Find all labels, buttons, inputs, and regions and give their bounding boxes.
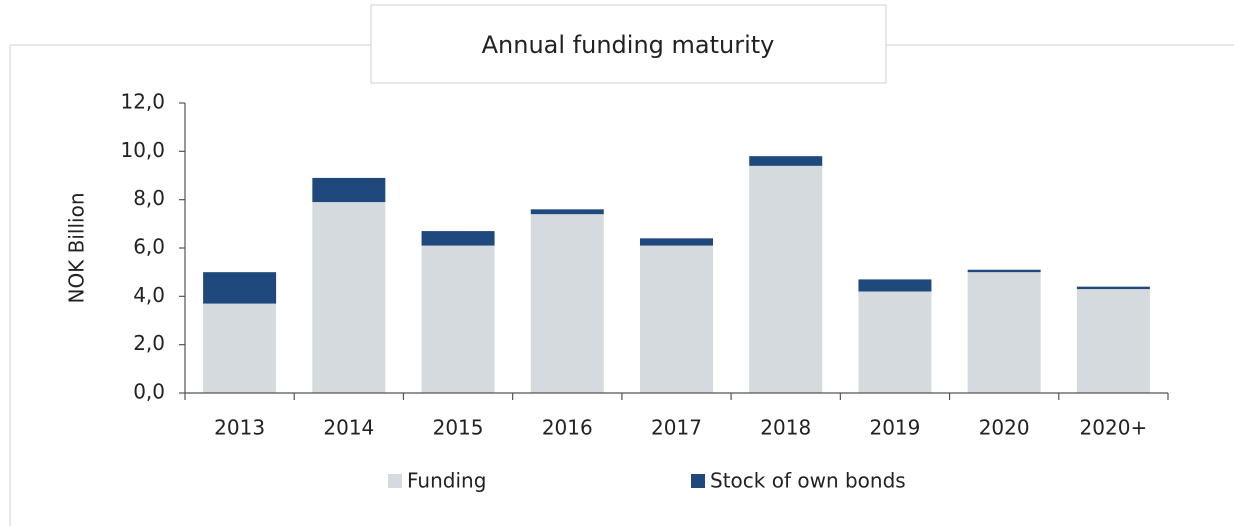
x-tick-label: 2019 <box>869 416 920 440</box>
x-tick-label: 2014 <box>323 416 374 440</box>
bar-segment <box>421 231 495 246</box>
bar-segment <box>203 303 277 393</box>
x-tick-label: 2015 <box>433 416 484 440</box>
bar-segment <box>967 269 1041 273</box>
bar-segment <box>1076 289 1150 393</box>
title-box <box>370 4 887 84</box>
x-tick-label: 2013 <box>214 416 265 440</box>
bar-segment <box>749 165 823 393</box>
bar-segment <box>1076 286 1150 290</box>
bar-segment <box>421 245 495 393</box>
y-tick-label: 4,0 <box>133 283 165 307</box>
bar-segment <box>203 272 277 304</box>
chart-title: Annual funding maturity <box>482 31 775 59</box>
bar-segment <box>530 214 604 393</box>
y-tick-label: 2,0 <box>133 331 165 355</box>
y-tick-label: 10,0 <box>120 138 165 162</box>
y-tick-label: 12,0 <box>120 90 165 114</box>
x-tick-label: 2017 <box>651 416 702 440</box>
legend-swatch <box>388 474 402 488</box>
bar-segment <box>312 177 386 203</box>
x-tick-label: 2018 <box>760 416 811 440</box>
bar-segment <box>858 291 932 393</box>
bar-segment <box>312 202 386 393</box>
y-tick-label: 0,0 <box>133 380 165 404</box>
x-tick-label: 2016 <box>542 416 593 440</box>
y-tick-label: 6,0 <box>133 235 165 259</box>
bar-segment <box>530 209 604 215</box>
frame <box>9 44 1234 526</box>
legend-swatch <box>691 474 705 488</box>
legend-label: Funding <box>407 469 486 493</box>
bar-segment <box>640 245 713 393</box>
legend-label: Stock of own bonds <box>710 469 906 493</box>
bar-segment <box>749 156 823 166</box>
y-axis-label: NOK Billion <box>65 192 89 303</box>
x-tick-label: 2020+ <box>1080 416 1148 440</box>
bar-segment <box>640 238 713 246</box>
bar-segment <box>858 279 932 292</box>
bar-segment <box>967 272 1041 393</box>
y-tick-label: 8,0 <box>133 186 165 210</box>
x-tick-label: 2020 <box>979 416 1030 440</box>
